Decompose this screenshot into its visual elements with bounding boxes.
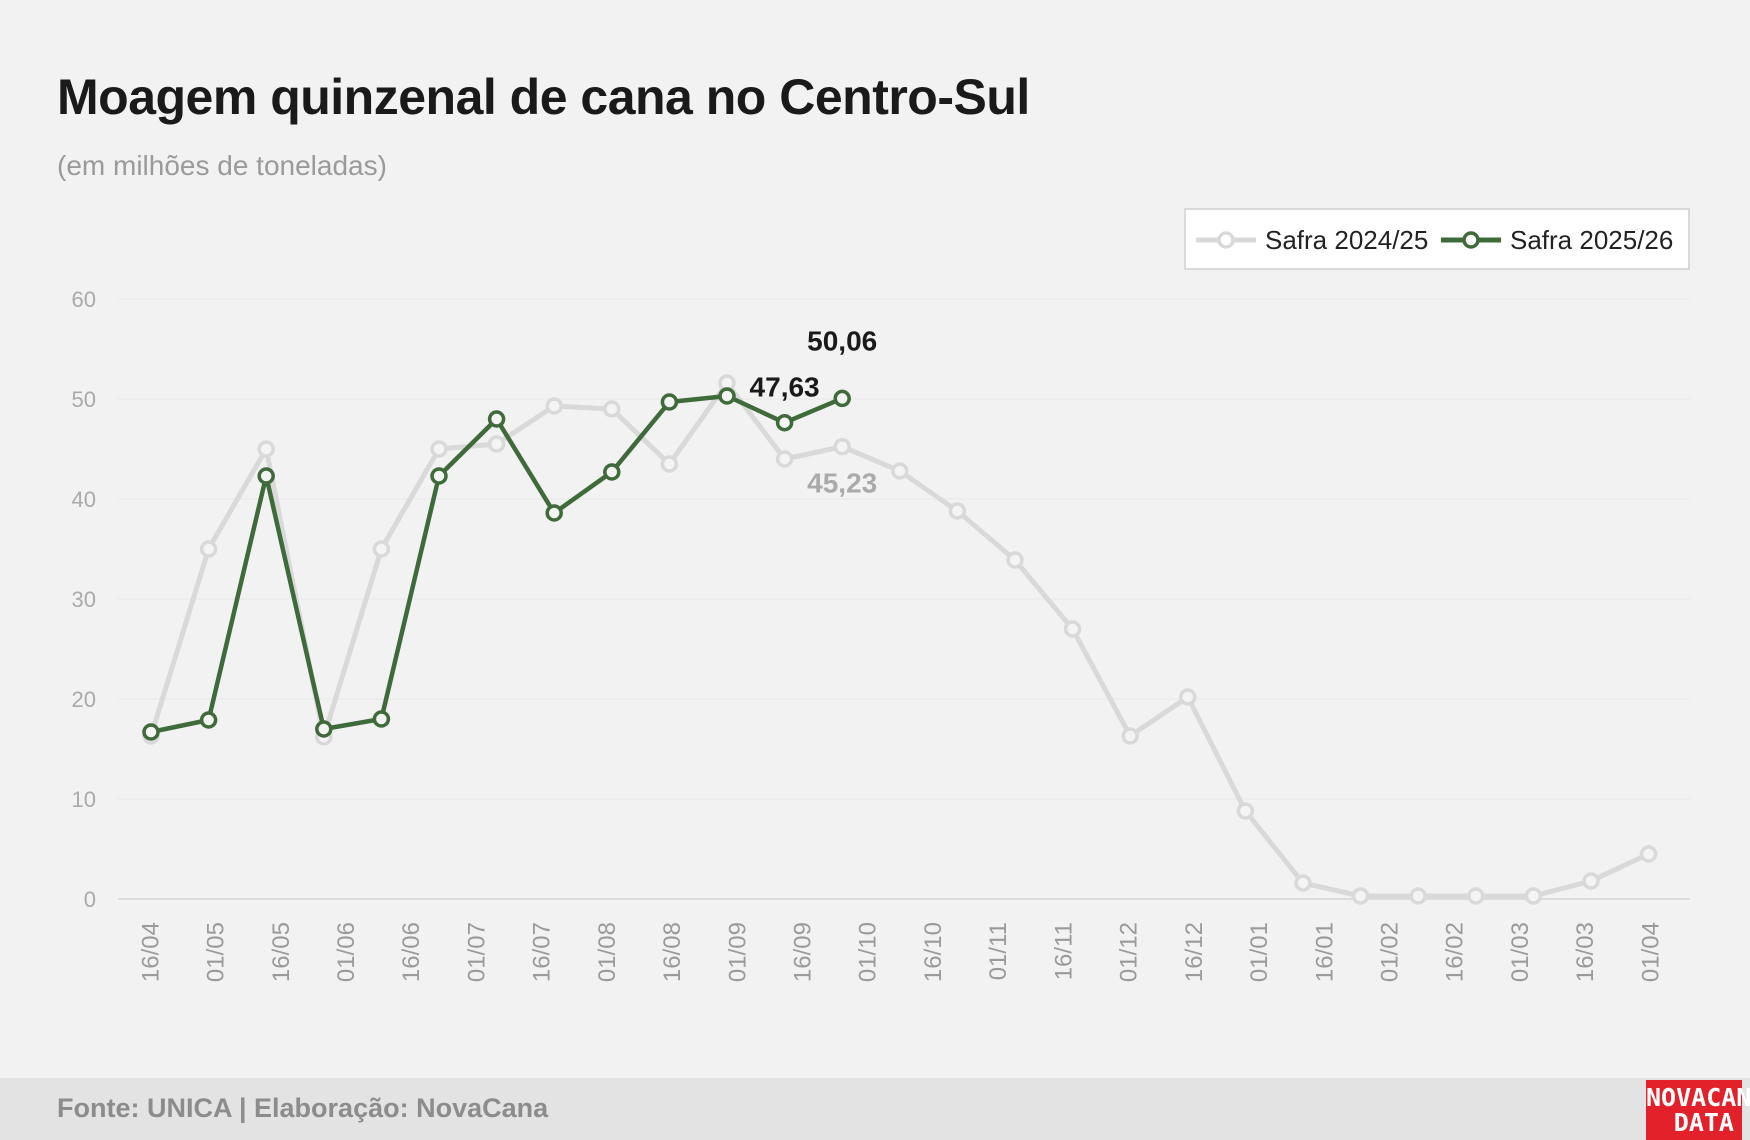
data-point: [1063, 620, 1082, 638]
data-point: [1409, 887, 1427, 905]
data-point: [1524, 887, 1543, 905]
x-tick-label: 01/03: [1507, 922, 1534, 982]
y-tick-label: 30: [72, 587, 96, 612]
x-tick-label: 01/11: [985, 922, 1012, 980]
x-tick-label: 16/07: [529, 922, 556, 982]
data-point: [315, 720, 333, 738]
data-point: [372, 540, 391, 558]
x-tick-label: 16/03: [1572, 922, 1599, 982]
data-point: [199, 711, 218, 729]
data-point: [487, 435, 506, 453]
y-tick-label: 40: [72, 487, 96, 512]
data-point: [775, 413, 794, 432]
x-tick-label: 16/08: [659, 922, 686, 982]
data-point: [603, 463, 621, 481]
data-point: [948, 502, 967, 520]
data-point: [430, 440, 448, 458]
data-point: [487, 410, 506, 428]
legend-box: [1184, 208, 1690, 270]
data-point: [1006, 551, 1024, 569]
source-note: Fonte: UNICA | Elaboração: NovaCana: [57, 1093, 549, 1123]
data-point: [1639, 845, 1658, 863]
data-point: [1351, 887, 1370, 905]
data-point: [1294, 874, 1312, 892]
data-point: [660, 393, 679, 411]
y-tick-label: 60: [72, 287, 96, 312]
legend-swatch-marker: [1462, 231, 1480, 249]
x-axis-ticks: 16/04 01/05 16/05 01/06 16/06 01/07 16/07 01/08…: [137, 922, 1664, 982]
data-point: [660, 455, 679, 473]
x-tick-label: 01/04: [1637, 922, 1664, 982]
x-tick-label: 16/02: [1442, 922, 1469, 982]
x-tick-label: 16/12: [1181, 922, 1208, 982]
footer-bar: [0, 1078, 1750, 1140]
data-point: [142, 723, 160, 741]
legend: Safra 2024/25 Safra 2025/26: [1184, 208, 1690, 270]
data-point: [833, 437, 851, 456]
series-line: [148, 380, 1652, 899]
data-point: [1236, 802, 1255, 820]
data-point: [603, 400, 621, 418]
logo-line-1: NOVACANA: [1646, 1083, 1750, 1112]
data-point: [833, 389, 851, 408]
data-point: [718, 387, 736, 405]
data-point: [545, 397, 563, 415]
data-point: [372, 710, 391, 728]
x-tick-label: 16/05: [268, 922, 295, 982]
x-tick-label: 01/01: [1246, 922, 1273, 982]
x-tick-label: 16/09: [790, 922, 817, 982]
data-point: [430, 467, 448, 485]
data-point: [1121, 727, 1139, 745]
data-point: [775, 450, 794, 468]
data-point: [1179, 688, 1197, 706]
y-tick-label: 20: [72, 687, 96, 712]
x-tick-label: 01/02: [1376, 922, 1403, 982]
data-label: 50,06: [807, 325, 877, 356]
y-axis-ticks: 0 10 20 30 40 50 60: [72, 287, 96, 912]
grid-lines: [118, 298, 1690, 900]
x-tick-label: 01/09: [724, 922, 751, 982]
x-tick-label: 16/06: [398, 922, 425, 982]
x-tick-label: 01/12: [1116, 922, 1143, 982]
x-tick-label: 16/04: [137, 922, 164, 982]
series-safra-2024-25: [142, 374, 1658, 905]
data-point: [257, 440, 275, 458]
x-tick-label: 01/10: [855, 922, 882, 982]
data-label: 47,63: [750, 372, 820, 403]
data-point: [1582, 872, 1600, 890]
chart-title: Moagem quinzenal de cana no Centro-Sul: [57, 69, 1030, 125]
annotations: 50,06 47,63 45,23: [750, 325, 878, 498]
legend-label: Safra 2025/26: [1510, 225, 1673, 255]
y-tick-label: 10: [72, 787, 96, 812]
x-tick-label: 01/07: [463, 922, 490, 982]
novacana-data-logo: NOVACANA DATA: [1646, 1080, 1750, 1140]
data-point: [257, 467, 275, 485]
data-point: [891, 462, 909, 480]
x-tick-label: 01/06: [333, 922, 360, 982]
x-tick-label: 16/10: [920, 922, 947, 982]
logo-line-2: DATA: [1673, 1108, 1734, 1137]
data-point: [199, 540, 218, 558]
chart-subtitle: (em milhões de toneladas): [57, 150, 387, 181]
series-safra-2025-26: [142, 387, 851, 741]
data-label: 45,23: [807, 468, 877, 499]
legend-swatch-marker: [1217, 231, 1235, 249]
legend-label: Safra 2024/25: [1265, 225, 1428, 255]
data-point: [545, 504, 563, 522]
line-chart: 0 10 20 30 40 50 60 16/04 01/05 16/05 01/06 16/06 0…: [72, 208, 1690, 982]
x-tick-label: 01/05: [203, 922, 230, 982]
series-layer: [142, 374, 1658, 905]
x-tick-label: 01/08: [594, 922, 621, 982]
x-tick-label: 16/01: [1311, 922, 1338, 982]
y-tick-label: 50: [72, 387, 96, 412]
y-tick-label: 0: [84, 887, 96, 912]
data-point: [1467, 887, 1485, 905]
x-tick-label: 16/11: [1050, 922, 1077, 980]
